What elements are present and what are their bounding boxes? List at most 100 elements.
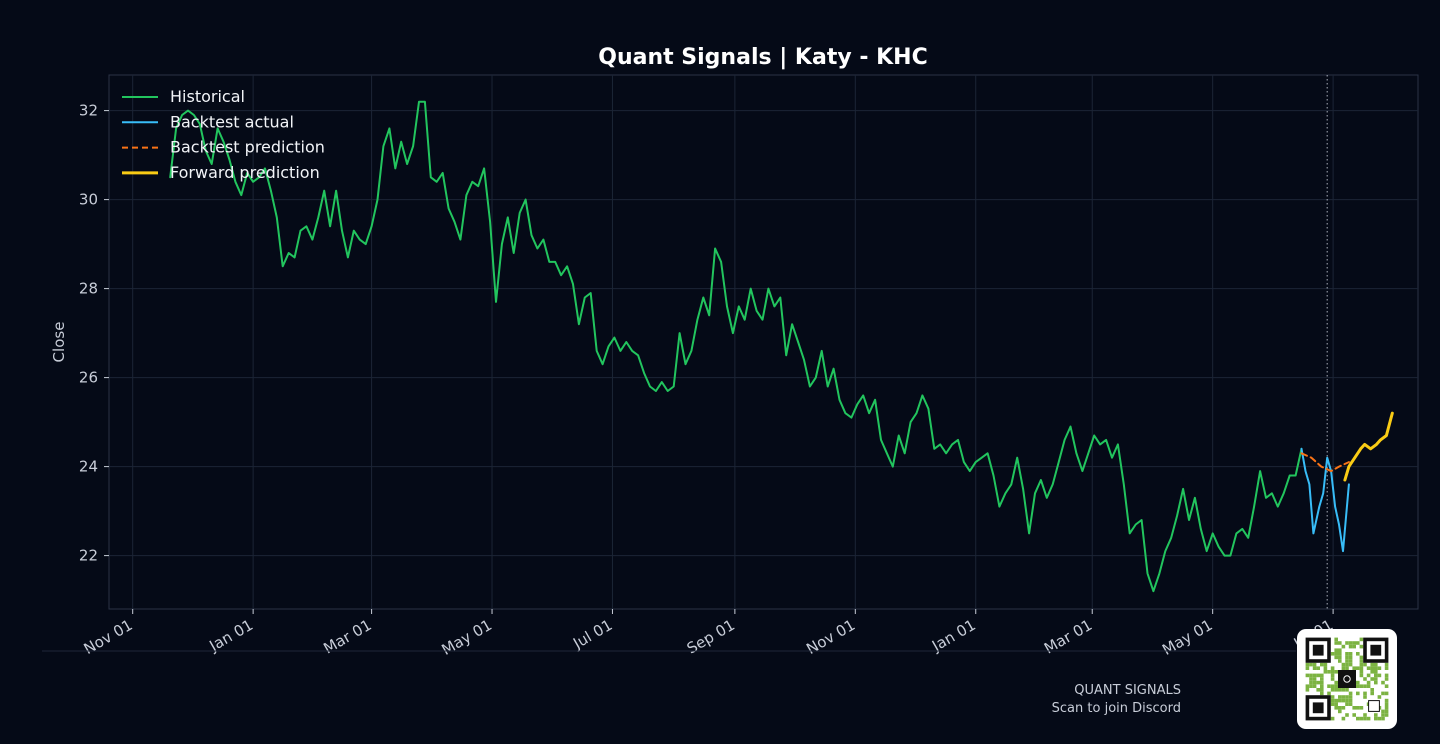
qr-module xyxy=(1370,662,1374,667)
qr-module xyxy=(1348,652,1353,656)
legend-label: Backtest actual xyxy=(170,112,294,131)
qr-module xyxy=(1359,659,1364,663)
y-tick-label: 26 xyxy=(79,369,98,387)
qr-module xyxy=(1320,680,1324,685)
qr-module xyxy=(1341,666,1346,670)
qr-module xyxy=(1370,666,1374,670)
qr-module xyxy=(1345,702,1349,706)
qr-module xyxy=(1348,691,1353,696)
qr-module xyxy=(1348,702,1353,706)
qr-module xyxy=(1356,641,1360,645)
qr-module xyxy=(1338,659,1342,663)
qr-module xyxy=(1384,713,1389,717)
qr-module xyxy=(1316,666,1320,670)
qr-module xyxy=(1312,666,1317,670)
qr-module xyxy=(1384,666,1389,670)
qr-module xyxy=(1341,662,1346,667)
qr-module xyxy=(1334,702,1338,706)
qr-module xyxy=(1348,659,1353,663)
series-backtest-prediction xyxy=(1300,452,1350,473)
qr-module xyxy=(1348,662,1353,667)
qr-module xyxy=(1363,691,1367,696)
qr-module xyxy=(1366,684,1371,688)
qr-module xyxy=(1312,684,1317,688)
qr-module xyxy=(1338,695,1342,699)
qr-module xyxy=(1356,684,1360,688)
series-layer xyxy=(169,75,1394,609)
qr-module xyxy=(1316,688,1320,692)
qr-module xyxy=(1334,688,1338,692)
qr-module xyxy=(1348,644,1353,649)
qr-module xyxy=(1366,680,1371,685)
qr-module xyxy=(1345,652,1349,656)
qr-module xyxy=(1334,641,1338,645)
qr-module xyxy=(1320,673,1324,678)
qr-module xyxy=(1330,670,1335,674)
qr-module xyxy=(1338,709,1342,714)
qr-finder-core xyxy=(1370,644,1382,656)
qr-module xyxy=(1330,677,1335,681)
qr-module xyxy=(1327,691,1331,696)
qr-center-logo xyxy=(1338,670,1356,688)
qr-module xyxy=(1338,641,1342,645)
qr-module xyxy=(1356,691,1360,696)
qr-module xyxy=(1348,655,1353,660)
qr-code-icon[interactable] xyxy=(1297,629,1397,729)
qr-module xyxy=(1334,706,1338,710)
qr-module xyxy=(1341,716,1346,721)
qr-module xyxy=(1334,680,1338,685)
qr-module xyxy=(1330,684,1335,688)
qr-module xyxy=(1377,673,1382,678)
qr-module xyxy=(1348,698,1353,703)
chart-title: Quant Signals | Katy - KHC xyxy=(598,45,927,70)
qr-module xyxy=(1374,677,1378,681)
qr-module xyxy=(1334,652,1338,656)
qr-center-mark xyxy=(1343,675,1351,683)
series-forward-prediction xyxy=(1343,411,1394,482)
qr-module xyxy=(1374,662,1378,667)
qr-module xyxy=(1334,684,1338,688)
qr-module xyxy=(1359,666,1364,670)
qr-module xyxy=(1384,673,1389,678)
qr-module xyxy=(1356,706,1360,710)
qr-module xyxy=(1356,666,1360,670)
qr-module xyxy=(1384,702,1389,706)
qr-module xyxy=(1374,680,1378,685)
y-axis-label: Close xyxy=(50,322,68,363)
qr-module xyxy=(1312,680,1317,685)
series-backtest-actual xyxy=(1300,447,1350,553)
qr-module xyxy=(1381,709,1385,714)
qr-module xyxy=(1374,713,1378,717)
qr-module xyxy=(1359,670,1364,674)
qr-module xyxy=(1348,641,1353,645)
qr-module xyxy=(1323,666,1328,670)
qr-module xyxy=(1334,648,1338,652)
qr-module xyxy=(1305,666,1310,670)
qr-module xyxy=(1363,677,1367,681)
qr-module xyxy=(1341,706,1346,710)
qr-module xyxy=(1363,662,1367,667)
legend-label: Forward prediction xyxy=(170,163,320,182)
legend-label: Historical xyxy=(170,87,245,106)
qr-module xyxy=(1384,684,1389,688)
qr-module xyxy=(1305,662,1310,667)
qr-module xyxy=(1345,659,1349,663)
qr-module xyxy=(1370,670,1374,674)
qr-module xyxy=(1330,698,1335,703)
qr-module xyxy=(1381,680,1385,685)
qr-module xyxy=(1323,662,1328,667)
qr-module xyxy=(1309,680,1313,685)
qr-module xyxy=(1305,673,1310,678)
qr-module xyxy=(1384,662,1389,667)
qr-module xyxy=(1377,666,1382,670)
qr-module xyxy=(1359,662,1364,667)
qr-module xyxy=(1330,716,1335,721)
qr-module xyxy=(1366,716,1371,721)
y-tick-label: 24 xyxy=(79,458,98,476)
qr-finder-core xyxy=(1312,702,1324,714)
qr-module xyxy=(1352,706,1356,710)
qr-module xyxy=(1356,680,1360,685)
qr-module xyxy=(1305,684,1310,688)
qr-module xyxy=(1330,673,1335,678)
qr-module xyxy=(1381,691,1385,696)
